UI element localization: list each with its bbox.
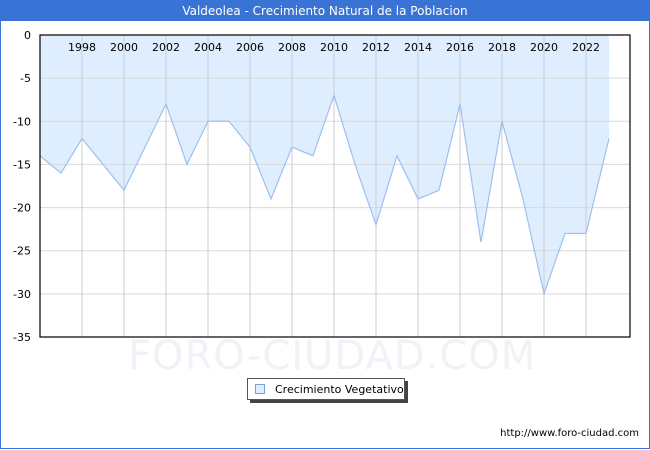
y-tick-label: -20 bbox=[13, 202, 31, 215]
x-tick-label: 2014 bbox=[404, 41, 432, 54]
plot-border bbox=[39, 34, 631, 338]
legend: Crecimiento Vegetativo bbox=[247, 378, 405, 400]
y-tick-label: -10 bbox=[13, 115, 31, 128]
x-tick-label: 2006 bbox=[236, 41, 264, 54]
x-tick-label: 2002 bbox=[152, 41, 180, 54]
y-tick-label: -15 bbox=[13, 158, 31, 171]
watermark: FORO-CIUDAD.COM bbox=[128, 333, 537, 379]
chart-title: Valdeolea - Crecimiento Natural de la Po… bbox=[0, 0, 650, 21]
x-tick-label: 2022 bbox=[572, 41, 600, 54]
x-tick-label: 2008 bbox=[278, 41, 306, 54]
x-tick-label: 1998 bbox=[68, 41, 96, 54]
x-tick-label: 2000 bbox=[110, 41, 138, 54]
data-line bbox=[39, 93, 610, 297]
area-fill bbox=[40, 35, 609, 294]
x-tick-label: 2018 bbox=[488, 41, 516, 54]
legend-swatch-icon bbox=[255, 384, 265, 394]
footer-url: http://www.foro-ciudad.com bbox=[500, 428, 639, 439]
x-tick-label: 2020 bbox=[530, 41, 558, 54]
x-tick-label: 2004 bbox=[194, 41, 222, 54]
y-tick-label: 0 bbox=[24, 29, 31, 42]
y-tick-label: -30 bbox=[13, 288, 31, 301]
legend-label: Crecimiento Vegetativo bbox=[275, 382, 404, 396]
y-tick-label: -5 bbox=[20, 72, 31, 85]
x-tick-label: 2012 bbox=[362, 41, 390, 54]
y-tick-label: -25 bbox=[13, 245, 31, 258]
x-tick-label: 2016 bbox=[446, 41, 474, 54]
x-tick-label: 2010 bbox=[320, 41, 348, 54]
y-tick-label: -35 bbox=[13, 331, 31, 344]
